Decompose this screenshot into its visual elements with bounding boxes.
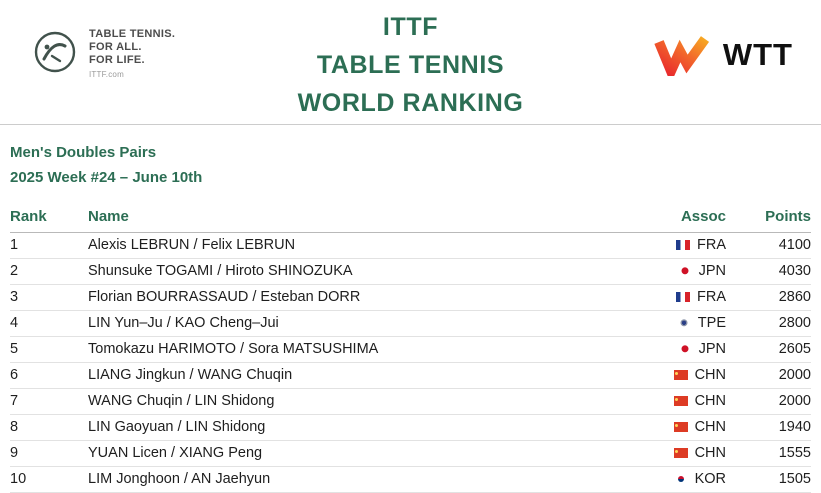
title-line-2: TABLE TENNIS xyxy=(316,51,505,79)
wtt-wordmark: WTT xyxy=(722,37,793,72)
flag-icon xyxy=(673,422,688,432)
player-names: Florian BOURRASSAUD / Esteban DORR xyxy=(88,284,596,311)
assoc-code: CHN xyxy=(694,367,726,383)
assoc-code: CHN xyxy=(694,419,726,435)
flag-icon xyxy=(673,474,688,484)
rank-cell: 6 xyxy=(10,362,88,389)
table-row: 7 WANG Chuqin / LIN Shidong CHN 2000 xyxy=(10,388,811,415)
wtt-logo-mark xyxy=(654,36,709,76)
player-names: Tomokazu HARIMOTO / Sora MATSUSHIMA xyxy=(88,336,596,363)
table-row: 6 LIANG Jingkun / WANG Chuqin CHN 2000 xyxy=(10,362,811,389)
assoc-cell: FRA xyxy=(596,284,726,311)
player-names: LIM Jonghoon / AN Jaehyun xyxy=(88,466,596,493)
rank-cell: 2 xyxy=(10,258,88,285)
player-names: Alexis LEBRUN / Felix LEBRUN xyxy=(88,232,596,259)
player-names: YUAN Licen / XIANG Peng xyxy=(88,440,596,467)
assoc-cell: JPN xyxy=(596,258,726,285)
points-cell: 4030 xyxy=(726,258,811,285)
table-row: 8 LIN Gaoyuan / LIN Shidong CHN 1940 xyxy=(10,414,811,441)
points-cell: 1555 xyxy=(726,440,811,467)
rank-cell: 8 xyxy=(10,414,88,441)
assoc-code: FRA xyxy=(697,237,726,253)
table-row: 1 Alexis LEBRUN / Felix LEBRUN FRA 4100 xyxy=(10,232,811,259)
flag-icon xyxy=(677,266,692,276)
ranking-subtitle: Men's Doubles Pairs 2025 Week #24 – June… xyxy=(0,125,821,190)
rank-cell: 10 xyxy=(10,466,88,493)
table-row: 2 Shunsuke TOGAMI / Hiroto SHINOZUKA JPN… xyxy=(10,258,811,285)
table-header-row: Rank Name Assoc Points xyxy=(10,208,811,233)
flag-icon xyxy=(673,448,688,458)
points-cell: 2800 xyxy=(726,310,811,337)
rank-cell: 3 xyxy=(10,284,88,311)
points-cell: 1505 xyxy=(726,466,811,493)
ranking-category: Men's Doubles Pairs xyxy=(10,144,157,161)
player-names: LIN Gaoyuan / LIN Shidong xyxy=(88,414,596,441)
header-name: Name xyxy=(88,208,596,233)
header-divider xyxy=(0,124,821,125)
header-rank: Rank xyxy=(10,208,88,233)
assoc-cell: CHN xyxy=(596,388,726,415)
page-header: TABLE TENNIS. FOR ALL. FOR LIFE. ITTF.co… xyxy=(0,0,821,124)
flag-icon xyxy=(673,396,688,406)
ranking-week: 2025 Week #24 – June 10th xyxy=(10,169,203,186)
rank-cell: 7 xyxy=(10,388,88,415)
points-cell: 2605 xyxy=(726,336,811,363)
assoc-cell: FRA xyxy=(596,232,726,259)
flag-icon xyxy=(676,240,690,250)
ittf-logo-mark xyxy=(34,31,76,72)
rank-cell: 9 xyxy=(10,440,88,467)
ittf-site-label: ITTF.com xyxy=(89,70,124,79)
flag-icon xyxy=(676,292,690,302)
points-cell: 2000 xyxy=(726,388,811,415)
table-row: 5 Tomokazu HARIMOTO / Sora MATSUSHIMA JP… xyxy=(10,336,811,363)
table-row: 10 LIM Jonghoon / AN Jaehyun KOR 1505 xyxy=(10,466,811,493)
assoc-code: CHN xyxy=(694,445,726,461)
assoc-cell: CHN xyxy=(596,440,726,467)
header-points: Points xyxy=(726,208,811,233)
assoc-code: KOR xyxy=(694,471,726,487)
assoc-cell: KOR xyxy=(596,466,726,493)
player-names: LIN Yun–Ju / KAO Cheng–Jui xyxy=(88,310,596,337)
points-cell: 2000 xyxy=(726,362,811,389)
rank-cell: 5 xyxy=(10,336,88,363)
title-line-1: ITTF xyxy=(382,13,439,41)
ranking-table: Rank Name Assoc Points 1 Alexis LEBRUN /… xyxy=(10,208,811,493)
assoc-code: JPN xyxy=(698,263,726,279)
assoc-code: TPE xyxy=(697,315,726,331)
ittf-tagline-line: FOR LIFE. xyxy=(89,54,145,66)
table-row: 9 YUAN Licen / XIANG Peng CHN 1555 xyxy=(10,440,811,467)
table-row: 4 LIN Yun–Ju / KAO Cheng–Jui TPE 2800 xyxy=(10,310,811,337)
table-row: 3 Florian BOURRASSAUD / Esteban DORR FRA… xyxy=(10,284,811,311)
ittf-tagline-line: FOR ALL. xyxy=(89,41,142,53)
flag-icon xyxy=(676,318,691,328)
points-cell: 2860 xyxy=(726,284,811,311)
rank-cell: 1 xyxy=(10,232,88,259)
assoc-code: CHN xyxy=(694,393,726,409)
rank-cell: 4 xyxy=(10,310,88,337)
assoc-cell: JPN xyxy=(596,336,726,363)
assoc-cell: CHN xyxy=(596,414,726,441)
assoc-code: JPN xyxy=(698,341,726,357)
ittf-logo-text: TABLE TENNIS. FOR ALL. FOR LIFE. ITTF.co… xyxy=(89,28,175,79)
assoc-cell: TPE xyxy=(596,310,726,337)
assoc-cell: CHN xyxy=(596,362,726,389)
player-names: WANG Chuqin / LIN Shidong xyxy=(88,388,596,415)
points-cell: 4100 xyxy=(726,232,811,259)
player-names: LIANG Jingkun / WANG Chuqin xyxy=(88,362,596,389)
flag-icon xyxy=(673,370,688,380)
ittf-tagline-line: TABLE TENNIS. xyxy=(89,28,176,40)
wtt-logo: WTT xyxy=(654,34,793,76)
assoc-code: FRA xyxy=(697,289,726,305)
points-cell: 1940 xyxy=(726,414,811,441)
player-names: Shunsuke TOGAMI / Hiroto SHINOZUKA xyxy=(88,258,596,285)
page-title: ITTF TABLE TENNIS WORLD RANKING xyxy=(0,8,821,122)
ranking-table-body: 1 Alexis LEBRUN / Felix LEBRUN FRA 4100 … xyxy=(10,232,811,493)
ittf-logo: TABLE TENNIS. FOR ALL. FOR LIFE. ITTF.co… xyxy=(32,28,175,79)
header-assoc: Assoc xyxy=(596,208,726,233)
flag-icon xyxy=(677,344,692,354)
title-line-3: WORLD RANKING xyxy=(297,89,524,117)
